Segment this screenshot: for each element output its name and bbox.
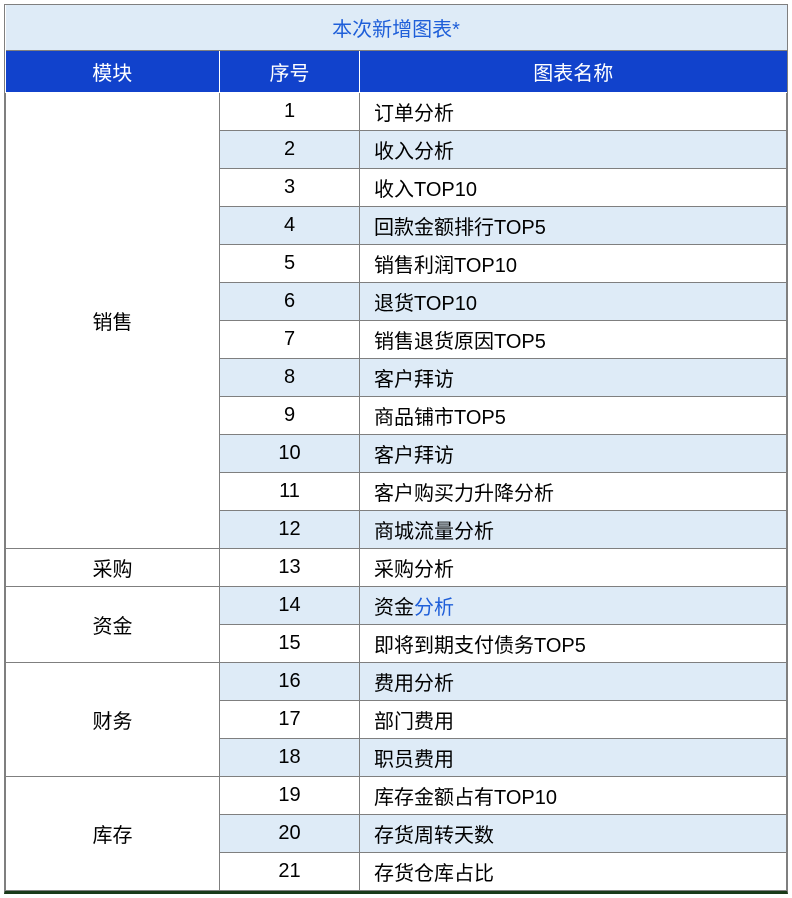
table-title: 本次新增图表* [6, 5, 787, 51]
seq-cell: 2 [220, 131, 360, 169]
seq-cell: 13 [220, 549, 360, 587]
seq-cell: 8 [220, 359, 360, 397]
seq-cell: 3 [220, 169, 360, 207]
seq-cell: 7 [220, 321, 360, 359]
column-header-name: 图表名称 [360, 51, 787, 93]
seq-cell: 4 [220, 207, 360, 245]
name-cell: 费用分析 [360, 663, 787, 701]
charts-table: 本次新增图表* 模块 序号 图表名称 销售1订单分析2收入分析3收入TOP104… [5, 5, 787, 891]
name-cell: 销售利润TOP10 [360, 245, 787, 283]
seq-cell: 10 [220, 435, 360, 473]
table-row: 财务16费用分析 [6, 663, 787, 701]
module-cell: 财务 [6, 663, 220, 777]
seq-cell: 14 [220, 587, 360, 625]
name-text: 资金 [374, 597, 414, 619]
seq-cell: 20 [220, 815, 360, 853]
table-row: 采购13采购分析 [6, 549, 787, 587]
seq-cell: 15 [220, 625, 360, 663]
name-cell: 部门费用 [360, 701, 787, 739]
name-cell: 库存金额占有TOP10 [360, 777, 787, 815]
seq-cell: 6 [220, 283, 360, 321]
seq-cell: 17 [220, 701, 360, 739]
seq-cell: 16 [220, 663, 360, 701]
seq-cell: 19 [220, 777, 360, 815]
name-cell: 即将到期支付债务TOP5 [360, 625, 787, 663]
module-cell: 库存 [6, 777, 220, 891]
name-cell: 职员费用 [360, 739, 787, 777]
column-header-module: 模块 [6, 51, 220, 93]
name-cell: 客户拜访 [360, 435, 787, 473]
seq-cell: 9 [220, 397, 360, 435]
table-row: 库存19库存金额占有TOP10 [6, 777, 787, 815]
table-row: 资金 14资金分析 [6, 587, 787, 625]
module-cell: 采购 [6, 549, 220, 587]
table-body: 销售1订单分析2收入分析3收入TOP104回款金额排行TOP55销售利润TOP1… [6, 93, 787, 891]
name-cell: 客户购买力升降分析 [360, 473, 787, 511]
name-cell: 存货周转天数 [360, 815, 787, 853]
seq-cell: 1 [220, 93, 360, 131]
name-cell: 客户拜访 [360, 359, 787, 397]
seq-cell: 5 [220, 245, 360, 283]
name-cell: 退货TOP10 [360, 283, 787, 321]
name-cell: 收入分析 [360, 131, 787, 169]
name-cell: 销售退货原因TOP5 [360, 321, 787, 359]
seq-cell: 21 [220, 853, 360, 891]
module-cell: 资金 [6, 587, 220, 663]
charts-table-container: 本次新增图表* 模块 序号 图表名称 销售1订单分析2收入分析3收入TOP104… [4, 4, 788, 894]
name-cell: 订单分析 [360, 93, 787, 131]
table-row: 销售1订单分析 [6, 93, 787, 131]
name-cell: 资金分析 [360, 587, 787, 625]
seq-cell: 11 [220, 473, 360, 511]
name-cell: 存货仓库占比 [360, 853, 787, 891]
name-cell: 商品铺市TOP5 [360, 397, 787, 435]
table-title-row: 本次新增图表* [6, 5, 787, 51]
seq-cell: 12 [220, 511, 360, 549]
name-cell: 回款金额排行TOP5 [360, 207, 787, 245]
name-cell: 商城流量分析 [360, 511, 787, 549]
name-cell: 采购分析 [360, 549, 787, 587]
table-header-row: 模块 序号 图表名称 [6, 51, 787, 93]
name-text-highlight: 分析 [414, 597, 454, 619]
module-cell: 销售 [6, 93, 220, 549]
column-header-seq: 序号 [220, 51, 360, 93]
seq-cell: 18 [220, 739, 360, 777]
name-cell: 收入TOP10 [360, 169, 787, 207]
